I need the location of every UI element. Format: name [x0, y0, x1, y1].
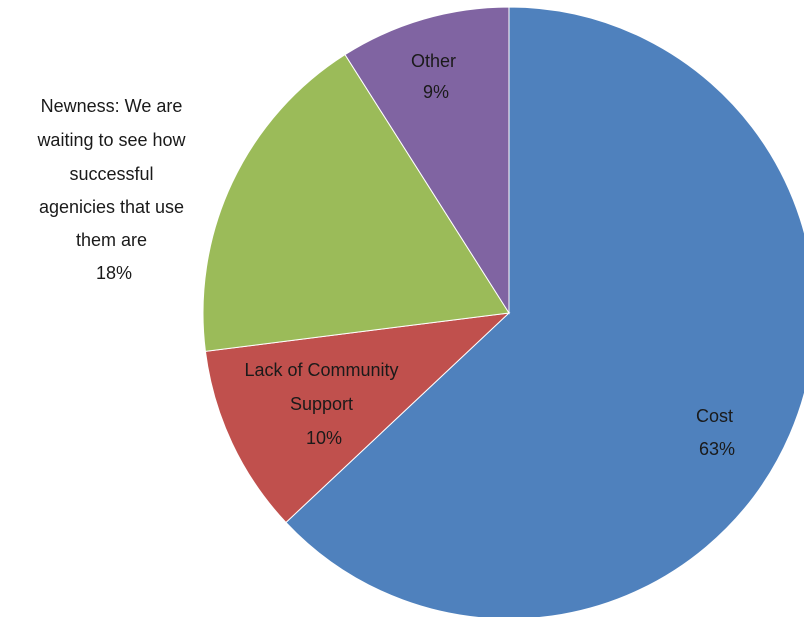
slice-label-lack-name-line2: Support — [290, 394, 353, 414]
slice-label-cost-name: Cost — [696, 406, 733, 426]
slice-label-other: Other 9% — [411, 51, 461, 102]
pie-slice-cost — [285, 6, 804, 617]
slice-label-newness-line1: Newness: We are — [41, 96, 183, 116]
slice-label-lack-name-line1: Lack of Community — [244, 360, 398, 380]
slice-label-other-name: Other — [411, 51, 456, 71]
slice-label-newness-line4: agenicies that use — [39, 197, 184, 217]
slice-label-cost: Cost 63% — [696, 406, 738, 459]
pie-slice-lack-of-community-support — [204, 312, 511, 524]
slice-label-lack-percent: 10% — [306, 428, 342, 448]
slice-label-newness-line3: successful — [69, 164, 153, 184]
slice-label-lack-of-community-support: Lack of Community Support 10% — [244, 360, 403, 448]
slice-label-newness-line5: them are — [76, 230, 147, 250]
pie-slice-other — [344, 6, 510, 315]
slice-label-newness-percent: 18% — [96, 263, 132, 283]
slice-label-other-percent: 9% — [423, 82, 449, 102]
pie-slice-newness — [202, 53, 510, 352]
slice-label-newness-line2: waiting to see how — [36, 130, 186, 150]
slice-label-newness: Newness: We are waiting to see how succe… — [36, 96, 190, 283]
slice-label-cost-percent: 63% — [699, 439, 735, 459]
